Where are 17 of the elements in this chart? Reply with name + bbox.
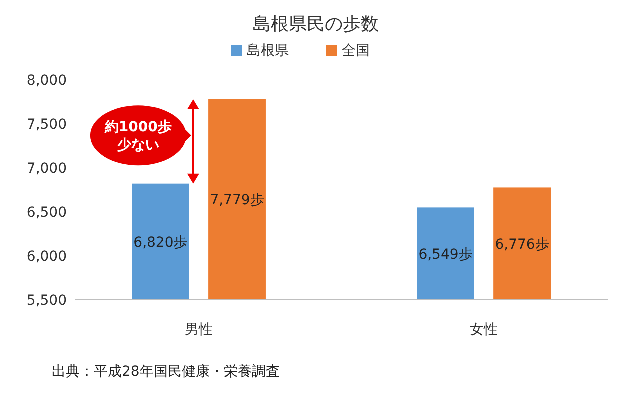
y-tick-label: 7,000: [26, 161, 67, 177]
chart-title: 島根県民の歩数: [253, 14, 379, 35]
data-label: 6,776歩: [495, 236, 550, 253]
y-tick-label: 5,500: [26, 293, 67, 309]
legend-label: 島根県: [247, 43, 289, 59]
source-note: 出典：平成28年国民健康・栄養調査: [52, 364, 280, 380]
y-tick-label: 6,000: [26, 249, 67, 265]
x-tick-label: 男性: [184, 322, 213, 338]
annotation: 約1000歩少ない: [104, 120, 172, 154]
data-label: 7,779歩: [210, 192, 264, 209]
x-tick-label: 女性: [470, 322, 498, 338]
y-tick-label: 8,000: [26, 73, 67, 89]
data-label: 6,820歩: [134, 234, 188, 251]
y-tick-label: 7,500: [26, 117, 67, 133]
legend-label: 全国: [342, 43, 370, 59]
y-tick-label: 6,500: [26, 205, 67, 221]
data-label: 6,549歩: [418, 246, 473, 263]
